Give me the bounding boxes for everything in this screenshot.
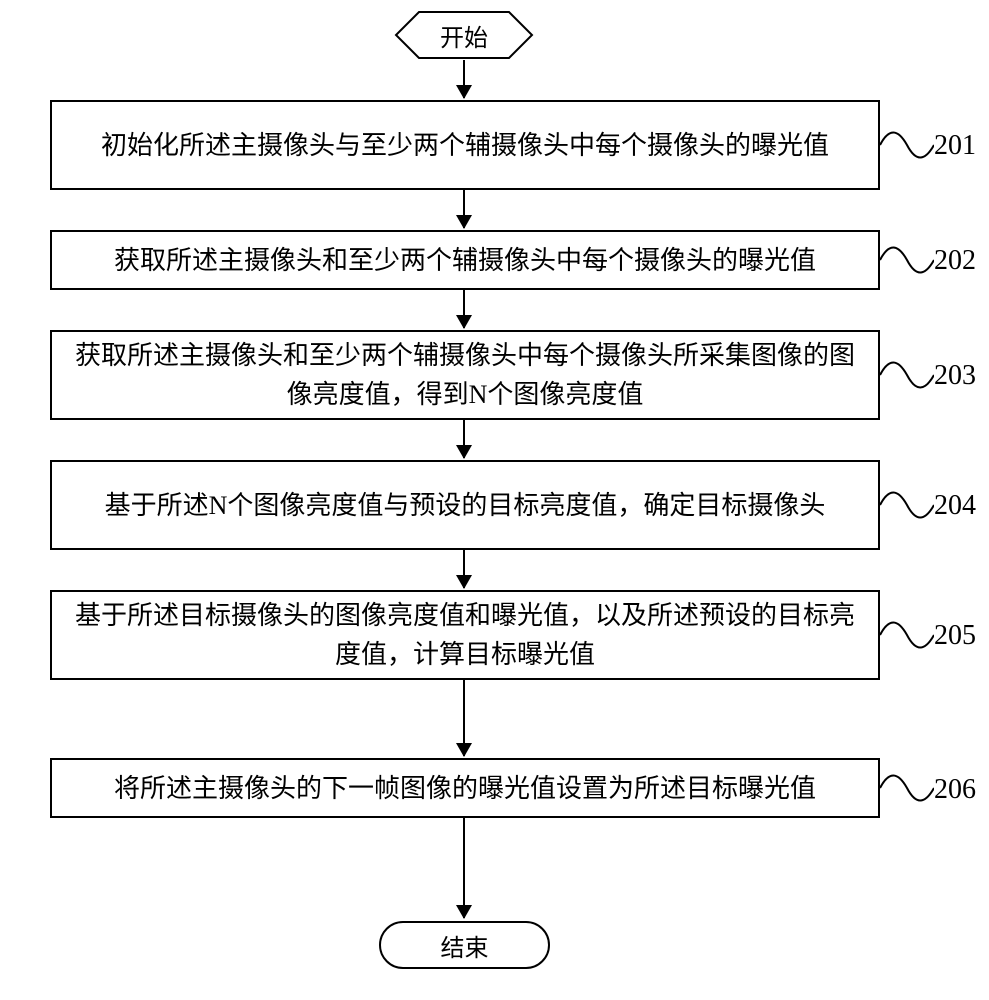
- arrow-3: [463, 290, 465, 328]
- process-step-205: 基于所述目标摄像头的图像亮度值和曝光值，以及所述预设的目标亮度值，计算目标曝光值: [50, 590, 880, 680]
- arrow-5: [463, 550, 465, 588]
- connector-wave-203: [880, 345, 934, 405]
- step-text: 将所述主摄像头的下一帧图像的曝光值设置为所述目标曝光值: [114, 769, 816, 808]
- terminal-end: 结束: [378, 920, 551, 970]
- step-text: 基于所述目标摄像头的图像亮度值和曝光值，以及所述预设的目标亮度值，计算目标曝光值: [72, 596, 858, 674]
- flowchart-container: 开始 初始化所述主摄像头与至少两个辅摄像头中每个摄像头的曝光值 201 获取所述…: [0, 0, 989, 1000]
- end-label: 结束: [441, 928, 489, 963]
- process-step-203: 获取所述主摄像头和至少两个辅摄像头中每个摄像头所采集图像的图像亮度值，得到N个图…: [50, 330, 880, 420]
- connector-wave-206: [880, 758, 934, 818]
- connector-wave-202: [880, 230, 934, 290]
- process-step-201: 初始化所述主摄像头与至少两个辅摄像头中每个摄像头的曝光值: [50, 100, 880, 190]
- step-label-204: 204: [934, 490, 976, 522]
- step-text: 获取所述主摄像头和至少两个辅摄像头中每个摄像头所采集图像的图像亮度值，得到N个图…: [72, 336, 858, 414]
- connector-wave-204: [880, 475, 934, 535]
- step-text: 基于所述N个图像亮度值与预设的目标亮度值，确定目标摄像头: [105, 486, 826, 525]
- step-label-205: 205: [934, 620, 976, 652]
- arrow-2: [463, 190, 465, 228]
- arrow-4: [463, 420, 465, 458]
- process-step-202: 获取所述主摄像头和至少两个辅摄像头中每个摄像头的曝光值: [50, 230, 880, 290]
- step-text: 获取所述主摄像头和至少两个辅摄像头中每个摄像头的曝光值: [114, 241, 816, 280]
- terminal-start: 开始: [394, 10, 534, 60]
- connector-wave-205: [880, 605, 934, 665]
- process-step-206: 将所述主摄像头的下一帧图像的曝光值设置为所述目标曝光值: [50, 758, 880, 818]
- process-step-204: 基于所述N个图像亮度值与预设的目标亮度值，确定目标摄像头: [50, 460, 880, 550]
- start-label: 开始: [440, 18, 488, 53]
- step-label-203: 203: [934, 360, 976, 392]
- arrow-6: [463, 680, 465, 756]
- arrow-7: [463, 818, 465, 918]
- step-label-202: 202: [934, 245, 976, 277]
- arrow-1: [463, 60, 465, 98]
- step-text: 初始化所述主摄像头与至少两个辅摄像头中每个摄像头的曝光值: [101, 126, 829, 165]
- step-label-201: 201: [934, 130, 976, 162]
- step-label-206: 206: [934, 774, 976, 806]
- connector-wave-201: [880, 115, 934, 175]
